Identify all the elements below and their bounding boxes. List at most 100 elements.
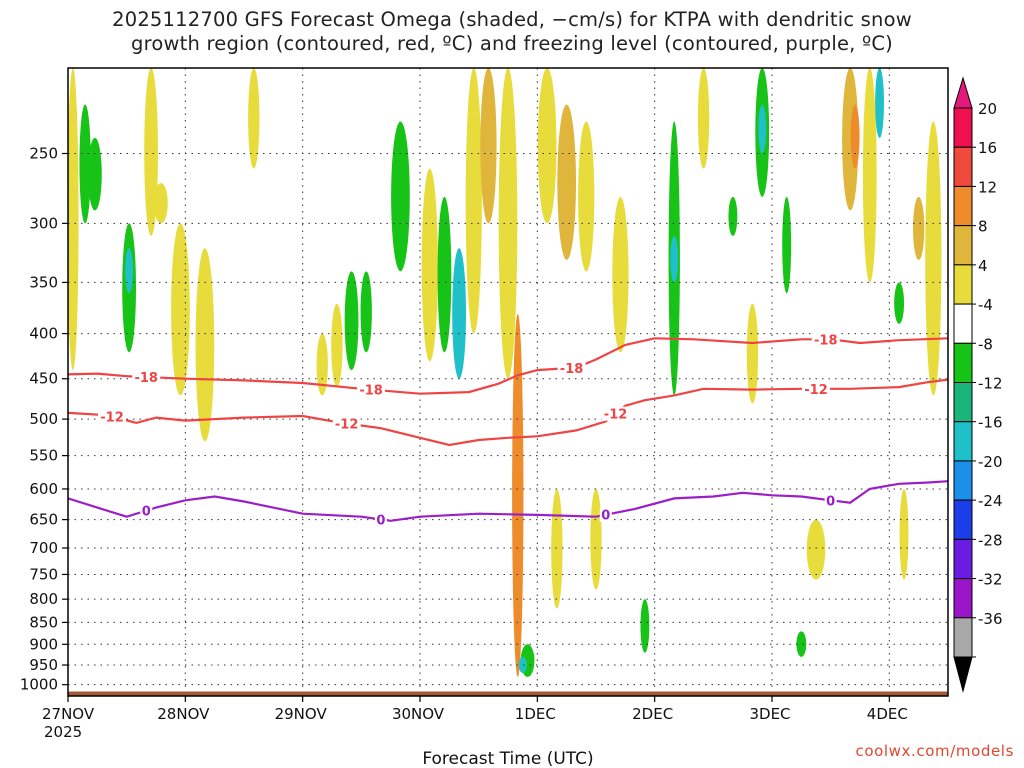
contour-label-bg-1: [357, 382, 386, 397]
omega-cell-15: [421, 168, 438, 362]
y-tick-label-500: 500: [29, 410, 58, 428]
omega-cell-11: [331, 303, 343, 388]
colorbar-swatch-11: [953, 538, 973, 580]
contour-line-0: [68, 480, 948, 522]
contour-label-bg-3: [811, 332, 840, 347]
colorbar-label-3: 8: [978, 218, 988, 236]
omega-cell-12: [344, 271, 359, 371]
x-tick-label-1: 28NOV: [157, 705, 210, 723]
omega-shading: [68, 68, 942, 677]
y-tick-label-750: 750: [29, 565, 58, 583]
colorbar-label-13: -36: [978, 610, 1003, 628]
contour-label-bg-11: [824, 493, 837, 508]
omega-cell-28: [590, 488, 602, 590]
contour-label-bg-0: [132, 370, 161, 385]
temperature-contours: [68, 337, 948, 522]
colorbar-label-1: 16: [978, 139, 997, 157]
x-tick-label-4: 1DEC: [515, 705, 556, 723]
y-tick-label-550: 550: [29, 447, 58, 465]
y-tick-label-350: 350: [29, 273, 58, 291]
colorbar-swatch-9: [953, 460, 973, 501]
omega-cell-34: [728, 196, 738, 236]
omega-cell-48: [899, 488, 909, 580]
contour-label-8: 0: [142, 505, 151, 520]
colorbar-label-10: -24: [978, 492, 1003, 510]
contour-label-bg-8: [140, 503, 153, 518]
contour-label-bg-4: [98, 409, 126, 424]
omega-cell-25: [557, 104, 577, 260]
gridlines: [68, 68, 948, 696]
colorbar-label-2: 12: [978, 178, 997, 196]
contour-label-3: -18: [814, 333, 838, 348]
omega-cell-38: [782, 196, 792, 294]
colorbar-label-0: 20: [978, 100, 997, 118]
omega-cell-39: [806, 519, 826, 580]
contour-label-bg-5: [332, 416, 361, 431]
colorbar-swatch-13: [953, 617, 973, 658]
omega-cell-47: [925, 121, 942, 396]
omega-cell-13: [360, 271, 372, 353]
omega-cell-23: [518, 656, 527, 674]
chart-title-line-1: 2025112700 GFS Forecast Omega (shaded, −…: [112, 8, 912, 31]
y-tick-label-950: 950: [29, 656, 58, 674]
colorbar-label-8: -16: [978, 414, 1003, 432]
colorbar-label-9: -20: [978, 453, 1003, 471]
omega-cell-18: [465, 68, 482, 334]
colorbar-swatch-8: [953, 421, 973, 462]
omega-cell-37: [758, 104, 767, 154]
omega-cell-2: [88, 137, 102, 211]
terrain-surface: [68, 691, 948, 696]
x-tick-label-6: 3DEC: [749, 705, 790, 723]
site-credit: coolwx.com/models: [855, 742, 1014, 760]
colorbar-swatch-2: [953, 185, 973, 227]
omega-cell-43: [862, 68, 877, 283]
x-axis-label: Forecast Time (UTC): [422, 749, 593, 768]
contour-label-9: 0: [376, 513, 385, 528]
contour-label-7: -12: [804, 383, 828, 398]
colorbar-swatch-7: [953, 382, 973, 423]
omega-cell-41: [842, 68, 859, 211]
colorbar-swatch-10: [953, 499, 973, 540]
omega-cell-7: [171, 223, 190, 396]
colorbar-label-6: -8: [978, 335, 993, 353]
colorbar-label-4: 4: [978, 257, 988, 275]
contour-label-4: -12: [100, 411, 124, 426]
colorbar-swatch-12: [953, 578, 973, 619]
colorbar-swatch-1: [953, 146, 973, 187]
omega-cell-26: [578, 121, 595, 272]
colorbar-label-7: -12: [978, 375, 1003, 393]
colorbar-label-11: -28: [978, 531, 1003, 549]
plot-frame: [67, 67, 949, 697]
y-tick-label-850: 850: [29, 613, 58, 631]
omega-cell-6: [154, 182, 168, 224]
omega-cell-19: [480, 68, 497, 224]
omega-cell-40: [796, 631, 807, 657]
omega-cell-1: [79, 104, 91, 224]
contour-labels: -18 -18 -18 -18 -12 -12 -12 -12 0 0 0 0: [98, 332, 840, 528]
y-tick-label-300: 300: [29, 214, 58, 232]
omega-cell-42: [850, 104, 860, 169]
contour-label-bg-7: [802, 381, 830, 396]
omega-cell-24: [537, 68, 557, 224]
colorbar-swatch-6: [953, 342, 973, 383]
colorbar-swatch-5: [953, 303, 973, 344]
chart-title-line-2: growth region (contoured, red, ºC) and f…: [131, 32, 893, 55]
omega-cell-0: [68, 68, 79, 371]
colorbar: 20 16 12 8 4 -4 -8 -12 -16 -20 -24 -28 -32 -36: [953, 76, 1003, 693]
y-tick-label-700: 700: [29, 539, 58, 557]
omega-cell-33: [697, 68, 710, 169]
y-tick-label-600: 600: [29, 480, 58, 498]
omega-cell-4: [125, 248, 134, 294]
y-tick-label-450: 450: [29, 370, 58, 388]
omega-cell-10: [316, 333, 328, 396]
y-tick-label-650: 650: [29, 511, 58, 529]
x-tick-label-3: 30NOV: [392, 705, 445, 723]
omega-cell-35: [746, 303, 759, 404]
omega-cell-9: [248, 68, 260, 169]
contour-label-bg-10: [599, 507, 612, 522]
colorbar-swatch-0: [953, 107, 973, 148]
x-tick-label-5: 2DEC: [632, 705, 673, 723]
y-tick-label-1000: 1000: [20, 676, 58, 694]
